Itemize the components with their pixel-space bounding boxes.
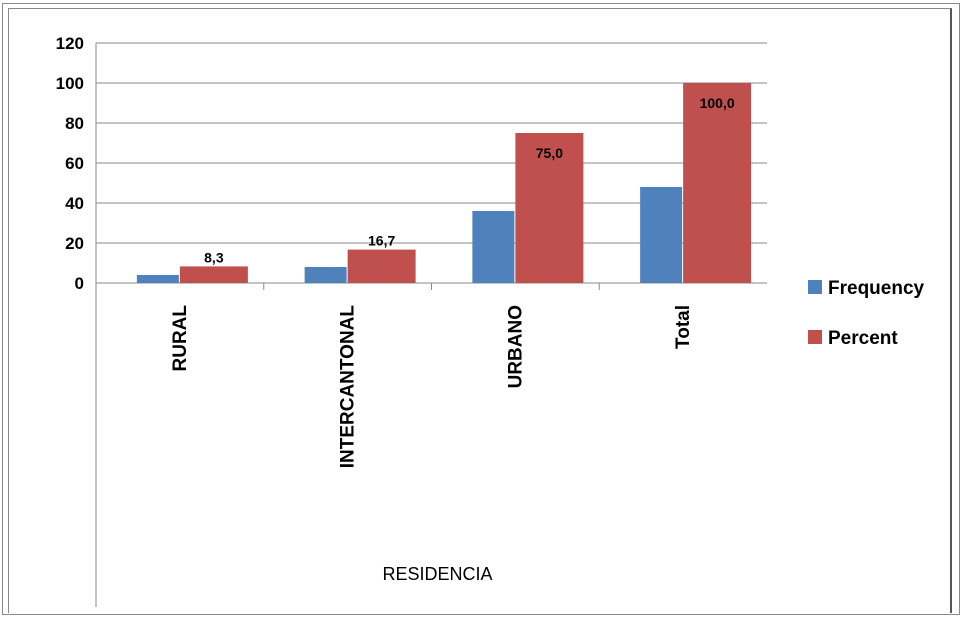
data-label-percent: 100,0 xyxy=(700,95,735,111)
bar-percent xyxy=(683,83,752,283)
data-labels: 8,3 16,7 75,0 100,0 xyxy=(204,95,735,265)
bars xyxy=(136,83,752,283)
y-tick-label: 120 xyxy=(56,34,84,53)
y-tick-label: 60 xyxy=(65,154,84,173)
y-tick-label: 0 xyxy=(75,274,84,293)
y-tick-label: 100 xyxy=(56,74,84,93)
gridlines xyxy=(95,42,767,607)
legend-label: Frequency xyxy=(828,278,925,299)
legend: Frequency Percent xyxy=(808,278,925,349)
bar-frequency xyxy=(640,187,683,283)
bar-percent xyxy=(347,249,416,283)
chart-outer-frame xyxy=(2,3,960,615)
bar-percent xyxy=(515,133,584,283)
category-label: RURAL xyxy=(170,305,191,372)
category-labels: RURAL INTERCANTONAL URBANO Total xyxy=(170,305,694,469)
bar-frequency xyxy=(304,267,347,283)
y-axis-ticks: 0 20 40 60 80 100 120 xyxy=(56,34,84,293)
bar-frequency xyxy=(136,275,179,283)
data-label-percent: 75,0 xyxy=(536,145,563,161)
legend-swatch xyxy=(808,330,822,344)
data-label-percent: 8,3 xyxy=(204,249,224,265)
legend-label: Percent xyxy=(828,328,898,349)
y-tick-label: 80 xyxy=(65,114,84,133)
bar-frequency xyxy=(472,211,515,283)
legend-swatch xyxy=(808,280,822,294)
y-tick-label: 20 xyxy=(65,234,84,253)
category-label: INTERCANTONAL xyxy=(338,305,359,469)
category-label: URBANO xyxy=(505,305,526,388)
data-label-percent: 16,7 xyxy=(368,233,395,249)
y-tick-label: 40 xyxy=(65,194,84,213)
chart-inner-frame xyxy=(8,8,952,613)
bar-percent xyxy=(179,266,248,283)
x-axis-title: RESIDENCIA xyxy=(382,564,492,584)
category-label: Total xyxy=(673,305,694,349)
